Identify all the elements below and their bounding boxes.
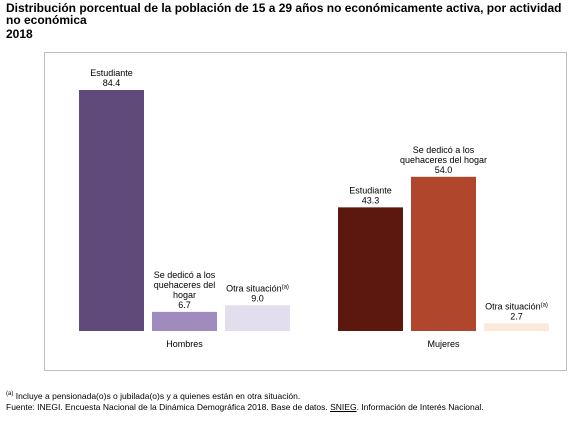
category-label-hombres: Hombres bbox=[166, 339, 203, 349]
bar-mujeres-2 bbox=[411, 176, 476, 331]
bar-hombres-2 bbox=[152, 311, 217, 331]
superscript-mark: (a) bbox=[541, 302, 548, 308]
bar-value-mujeres-3: 2.7 bbox=[510, 311, 523, 321]
bar-value-hombres-1: 84.4 bbox=[103, 78, 121, 88]
bar-hombres-3 bbox=[225, 305, 290, 331]
bar-label-mujeres-3: Otra situación(a) bbox=[485, 301, 548, 311]
source-link[interactable]: SNIEG bbox=[330, 402, 357, 412]
bar-label-hombres-2: hogar bbox=[173, 290, 196, 300]
source-note: Fuente: INEGI. Encuesta Nacional de la D… bbox=[6, 402, 484, 413]
bar-label-hombres-2: quehaceres del bbox=[154, 280, 216, 290]
chart-title: Distribución porcentual de la población … bbox=[6, 1, 562, 27]
bar-value-hombres-3: 9.0 bbox=[251, 293, 264, 303]
footnote-text: Incluye a pensionada(o)s o jubilada(o)s … bbox=[15, 390, 301, 401]
source-prefix: Fuente: INEGI. Encuesta Nacional de la D… bbox=[6, 402, 331, 412]
bar-label-mujeres-2: quehaceres del hogar bbox=[400, 155, 487, 165]
bar-value-mujeres-1: 43.3 bbox=[362, 195, 380, 205]
bar-label-hombres-1: Estudiante bbox=[90, 68, 133, 78]
bar-value-hombres-2: 6.7 bbox=[178, 300, 191, 310]
superscript-mark: (a) bbox=[282, 284, 289, 290]
bar-mujeres-1 bbox=[338, 207, 403, 331]
bar-label-mujeres-2: Se dedicó a los bbox=[413, 145, 475, 155]
footnote: (a) Incluye a pensionada(o)s o jubilada(… bbox=[6, 389, 300, 402]
bar-hombres-1 bbox=[79, 90, 144, 331]
bar-value-mujeres-2: 54.0 bbox=[435, 165, 453, 175]
category-label-mujeres: Mujeres bbox=[427, 339, 460, 349]
bar-label-hombres-2: Se dedicó a los bbox=[154, 270, 216, 280]
bar-label-hombres-3: Otra situación(a) bbox=[226, 283, 289, 293]
footnote-mark: (a) bbox=[6, 391, 14, 397]
bar-mujeres-3 bbox=[484, 323, 549, 331]
bar-label-mujeres-1: Estudiante bbox=[349, 185, 392, 195]
chart-year: 2018 bbox=[6, 27, 33, 41]
source-suffix: . Información de Interés Nacional. bbox=[356, 402, 484, 412]
